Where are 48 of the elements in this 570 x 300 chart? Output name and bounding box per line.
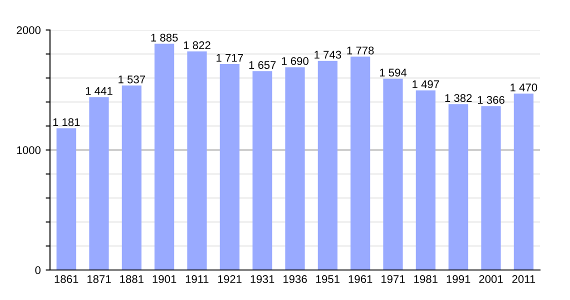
data-label: 1 743 — [314, 50, 342, 59]
bar — [154, 44, 174, 270]
data-label: 1 470 — [510, 84, 538, 92]
x-tick-label: 1951 — [316, 275, 340, 284]
bar — [514, 94, 534, 270]
y-tick-label: 2000 — [16, 26, 41, 34]
x-tick-label: 1931 — [250, 275, 274, 284]
data-label: 1 717 — [216, 54, 244, 62]
data-label: 1 778 — [347, 46, 374, 54]
bar — [122, 86, 142, 270]
bar — [416, 90, 436, 270]
y-tick-label: 0 — [35, 266, 41, 274]
bar — [285, 67, 305, 270]
x-tick-label: 1881 — [120, 275, 144, 284]
x-tick-label: 1921 — [218, 275, 242, 284]
x-tick-label: 1991 — [446, 275, 470, 284]
bar — [56, 128, 76, 270]
data-label: 1 594 — [380, 68, 407, 77]
bar — [220, 64, 240, 270]
data-label: 1 366 — [478, 96, 504, 104]
bar — [252, 71, 272, 270]
bar — [448, 104, 468, 270]
x-tick-label: 2001 — [479, 275, 503, 284]
data-label: 1 537 — [118, 75, 146, 84]
bar — [89, 97, 109, 270]
data-label: 1 497 — [412, 80, 440, 88]
x-tick-label: 1861 — [54, 275, 78, 284]
x-tick-label: 1971 — [381, 275, 405, 284]
bar — [318, 60, 338, 270]
x-tick-label: 1911 — [186, 275, 208, 284]
bar — [481, 106, 501, 270]
bar — [187, 51, 207, 270]
data-label: 1 441 — [86, 87, 112, 95]
data-label: 1 822 — [184, 41, 210, 50]
bar — [350, 56, 370, 270]
data-label: 1 181 — [53, 118, 80, 126]
data-label: 1 690 — [282, 57, 308, 66]
y-tick-label: 1000 — [17, 146, 41, 154]
x-tick-label: 1981 — [414, 275, 438, 284]
x-tick-label: 2011 — [512, 275, 536, 284]
x-tick-label: 1961 — [348, 275, 372, 284]
x-tick-label: 1936 — [283, 275, 307, 284]
data-label: 1 657 — [249, 61, 276, 69]
bar — [383, 78, 403, 270]
x-tick-label: 1871 — [87, 275, 111, 284]
data-label: 1 382 — [445, 94, 472, 102]
x-tick-label: 1901 — [152, 275, 176, 284]
data-label: 1 885 — [151, 34, 178, 42]
